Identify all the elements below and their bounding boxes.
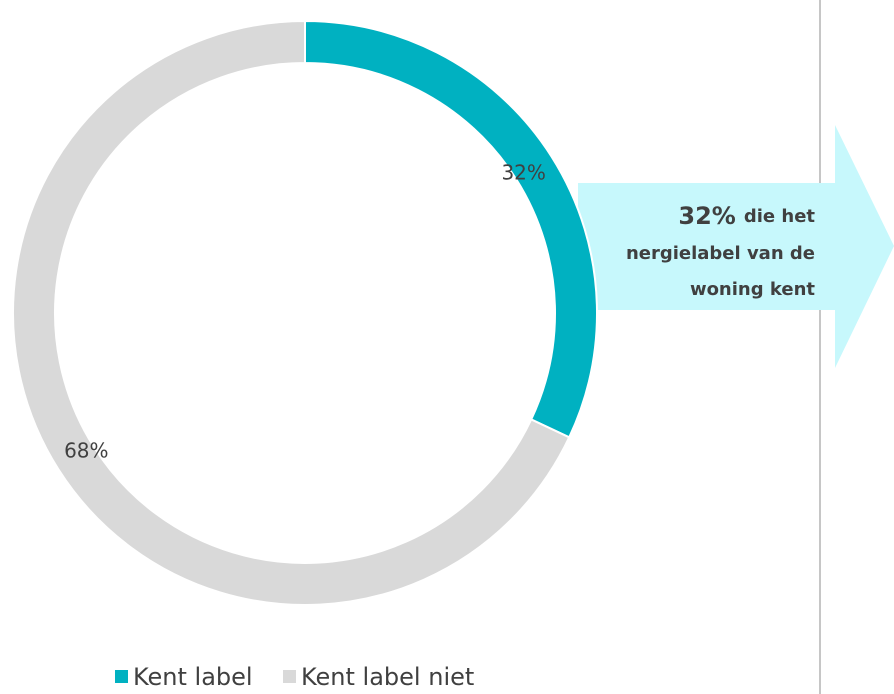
- annotation-line: woning kent: [690, 279, 815, 300]
- legend: Kent label Kent label niet: [115, 663, 474, 691]
- data-label: 32%: [501, 161, 545, 185]
- callout-arrow: [578, 125, 894, 368]
- legend-swatch: [283, 670, 296, 683]
- donut: 32% 68%: [12, 19, 598, 606]
- legend-label: Kent label: [133, 663, 253, 691]
- annotation-line: 32% die het: [678, 202, 815, 230]
- annotation-line: nergielabel van de: [626, 243, 815, 264]
- legend-swatch: [115, 670, 128, 683]
- legend-label: Kent label niet: [301, 663, 474, 691]
- donut-slice: [304, 19, 598, 439]
- annotation-text: die het: [744, 206, 816, 227]
- annotation-highlight: 32%: [678, 202, 735, 230]
- data-label: 68%: [64, 438, 108, 462]
- annotation: 32% die het nergielabel van de woning kent: [626, 202, 815, 300]
- donut-slice: [12, 19, 571, 606]
